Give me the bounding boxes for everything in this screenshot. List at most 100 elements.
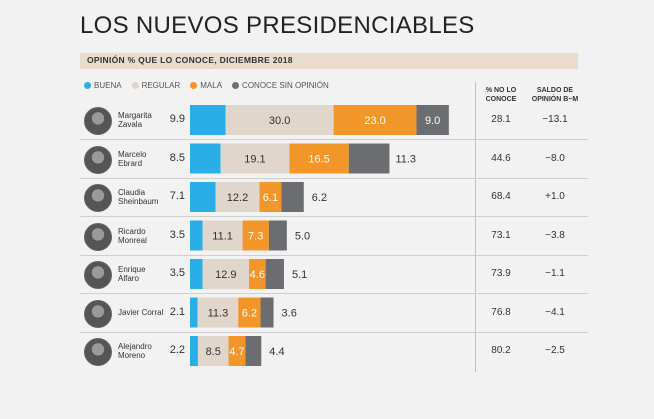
bar-segment-sin-opinion bbox=[348, 143, 390, 174]
bar-segment-buena bbox=[190, 297, 198, 328]
bar-segment-regular bbox=[202, 220, 243, 251]
bar-segment-sin-opinion bbox=[265, 259, 284, 289]
data-label-sin-opinion: 9.0 bbox=[425, 115, 440, 127]
data-label-regular: 12.9 bbox=[215, 269, 236, 281]
bar-segment-sin-opinion bbox=[268, 220, 287, 251]
header-saldo-line1: SALDO DE bbox=[536, 87, 574, 94]
no-lo-conoce-value: 68.4 bbox=[491, 191, 511, 202]
candidate-name-line: Monreal bbox=[118, 235, 147, 245]
candidate-photo bbox=[84, 145, 112, 174]
data-label-buena: 7.1 bbox=[169, 190, 185, 202]
bar-segment-mala bbox=[333, 105, 417, 135]
header-no-lo-conoce: % NO LO CONOCE bbox=[476, 86, 526, 104]
bar-segment-regular bbox=[202, 259, 250, 289]
saldo-value: −8.0 bbox=[545, 152, 565, 164]
data-label-buena: 2.2 bbox=[169, 344, 185, 356]
data-label-mala: 6.1 bbox=[263, 192, 278, 204]
no-lo-conoce-value: 76.8 bbox=[491, 306, 511, 318]
legend-swatch-sin-opinion bbox=[232, 82, 240, 89]
candidate-name: Javier Corral bbox=[118, 308, 163, 317]
bar-segment-sin-opinion bbox=[416, 105, 449, 135]
candidate-name: Claudia Sheinbaum bbox=[118, 188, 158, 206]
legend-item-sin-opinion: CONOCE SIN OPINIÓN bbox=[232, 81, 329, 90]
chart-title: LOS NUEVOS PRESIDENCIABLES bbox=[80, 12, 475, 39]
candidate-name: Enrique Alfaro bbox=[118, 265, 146, 283]
saldo-value: −3.8 bbox=[545, 229, 565, 241]
data-label-sin-opinion: 5.0 bbox=[295, 231, 310, 243]
legend-swatch-buena bbox=[84, 82, 91, 89]
bar-segment-sin-opinion bbox=[260, 297, 274, 328]
bar-segment-regular bbox=[225, 105, 334, 135]
bar-segment-mala bbox=[289, 143, 349, 174]
no-lo-conoce-value: 44.6 bbox=[491, 152, 511, 164]
saldo-value: −1.1 bbox=[545, 268, 565, 279]
candidate-name: Marcelo Ebrard bbox=[118, 150, 146, 168]
candidate-name-line: Claudia bbox=[118, 188, 146, 197]
bar-segment-sin-opinion bbox=[245, 336, 262, 366]
data-label-mala: 4.6 bbox=[250, 269, 265, 281]
row-divider bbox=[80, 293, 588, 295]
no-lo-conoce-value: 73.1 bbox=[491, 229, 511, 241]
candidate-name: Ricardo Monreal bbox=[118, 227, 147, 245]
saldo-value: −2.5 bbox=[545, 345, 565, 356]
candidate-name: Alejandro Moreno bbox=[118, 342, 152, 360]
data-label-mala: 6.2 bbox=[242, 308, 257, 320]
data-label-sin-opinion: 6.2 bbox=[312, 192, 327, 204]
bar-segment-mala bbox=[238, 297, 261, 328]
saldo-value: −13.1 bbox=[542, 114, 568, 125]
bar-segment-mala bbox=[259, 182, 282, 212]
candidate-name-line: Moreno bbox=[118, 351, 146, 360]
subtitle-band bbox=[80, 53, 578, 69]
data-label-regular: 30.0 bbox=[269, 115, 290, 127]
legend-swatch-mala bbox=[190, 82, 198, 89]
no-lo-conoce-value: 28.1 bbox=[491, 114, 511, 125]
candidate-name-line: Margarita bbox=[118, 111, 152, 120]
data-label-sin-opinion: 4.4 bbox=[269, 346, 284, 358]
legend-swatch-regular bbox=[131, 82, 139, 89]
bar-segment-sin-opinion bbox=[281, 182, 304, 212]
data-label-regular: 8.5 bbox=[206, 346, 221, 358]
chart-subtitle: OPINIÓN % QUE LO CONOCE, DICIEMBRE 2018 bbox=[87, 55, 293, 65]
data-label-regular: 19.1 bbox=[244, 154, 265, 166]
candidate-name-line: Alejandro bbox=[118, 342, 152, 351]
bar-segment-buena bbox=[190, 259, 203, 289]
legend: BUENA REGULAR MALA CONOCE SIN OPINIÓN bbox=[84, 81, 339, 90]
data-label-buena: 8.5 bbox=[169, 151, 185, 164]
legend-label-mala: MALA bbox=[200, 81, 223, 90]
saldo-value: +1.0 bbox=[545, 191, 565, 202]
legend-item-regular: REGULAR bbox=[131, 81, 181, 90]
column-divider bbox=[475, 82, 476, 372]
data-label-regular: 11.3 bbox=[208, 308, 229, 320]
legend-label-regular: REGULAR bbox=[141, 81, 181, 90]
candidate-name-line: Javier Corral bbox=[118, 308, 164, 317]
data-label-buena: 2.1 bbox=[169, 305, 185, 318]
bar-segment-buena bbox=[190, 220, 203, 251]
no-lo-conoce-value: 73.9 bbox=[491, 268, 511, 279]
data-label-mala: 4.7 bbox=[229, 346, 244, 358]
bar-segment-regular bbox=[197, 336, 229, 366]
candidate-name-line: Alfaro bbox=[118, 274, 139, 283]
header-no-lo-conoce-line1: % NO LO bbox=[485, 87, 517, 94]
candidate-photo bbox=[84, 107, 112, 135]
candidate-photo bbox=[84, 184, 112, 212]
legend-item-mala: MALA bbox=[190, 81, 222, 90]
bar-segment-mala bbox=[228, 336, 246, 366]
candidate-photo bbox=[84, 299, 112, 328]
candidate-name-line: Ebrard bbox=[118, 158, 143, 168]
row-divider bbox=[80, 216, 588, 218]
no-lo-conoce-value: 80.2 bbox=[491, 345, 511, 356]
candidate-name-line: Marcelo bbox=[118, 149, 147, 159]
row-divider bbox=[80, 177, 588, 179]
bar-segment-buena bbox=[190, 336, 198, 366]
data-label-buena: 9.9 bbox=[169, 113, 185, 125]
saldo-value: −4.1 bbox=[545, 306, 565, 318]
header-saldo: SALDO DE OPINIÓN B−M bbox=[522, 86, 588, 104]
data-label-buena: 3.5 bbox=[169, 267, 185, 279]
candidate-photo bbox=[84, 338, 112, 366]
data-label-regular: 12.2 bbox=[227, 192, 248, 204]
bar-segment-regular bbox=[197, 297, 239, 328]
data-label-sin-opinion: 11.3 bbox=[395, 154, 416, 166]
candidate-name: Margarita Zavala bbox=[118, 111, 152, 129]
row-divider bbox=[80, 254, 588, 256]
